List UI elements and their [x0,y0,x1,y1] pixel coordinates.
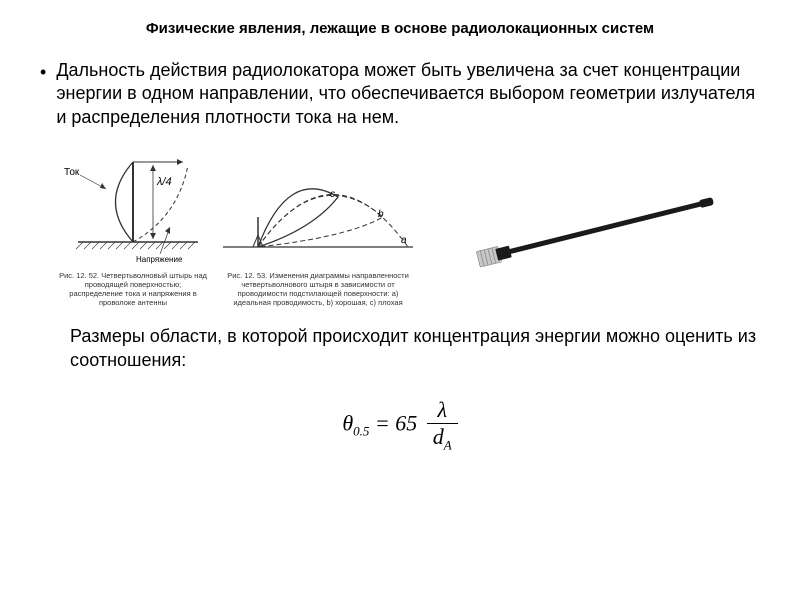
pattern-label-b: b [378,209,384,220]
formula-denominator: dA [427,424,458,453]
formula: θ0.5 = 65 λ dA [40,397,760,453]
bullet-item: • Дальность действия радиолокатора может… [40,59,760,129]
diagrams-row: λ/4 Ток Напряжение Рис. 12. 52. Четверть… [58,147,760,307]
diagram-2: a b c Рис. 12. 53. Изменения диаграммы н… [218,147,418,307]
pattern-label-a: a [401,235,407,246]
formula-theta: θ [342,410,353,435]
formula-eq: = 65 [375,410,417,435]
formula-fraction: λ dA [427,397,458,453]
whip-antenna-icon [448,167,738,277]
diagram-1-caption: Рис. 12. 52. Четвертьволновый штырь над … [58,271,208,307]
current-label: Ток [64,167,80,178]
quarter-wave-diagram: λ/4 Ток Напряжение [58,147,208,267]
bullet-marker: • [40,61,46,129]
diagram-2-caption: Рис. 12. 53. Изменения диаграммы направл… [223,271,413,307]
formula-numerator: λ [427,397,458,424]
voltage-label: Напряжение [136,255,183,264]
indent-paragraph: Размеры области, в которой происходит ко… [70,325,760,372]
bullet-text: Дальность действия радиолокатора может б… [56,59,760,129]
page-title: Физические явления, лежащие в основе рад… [40,20,760,37]
lambda-label: λ/4 [156,176,172,188]
formula-theta-sub: 0.5 [353,424,369,439]
antenna-illustration [448,167,738,277]
radiation-pattern-diagram: a b c [218,147,418,267]
pattern-label-c: c [330,189,335,200]
diagram-1: λ/4 Ток Напряжение Рис. 12. 52. Четверть… [58,147,208,307]
